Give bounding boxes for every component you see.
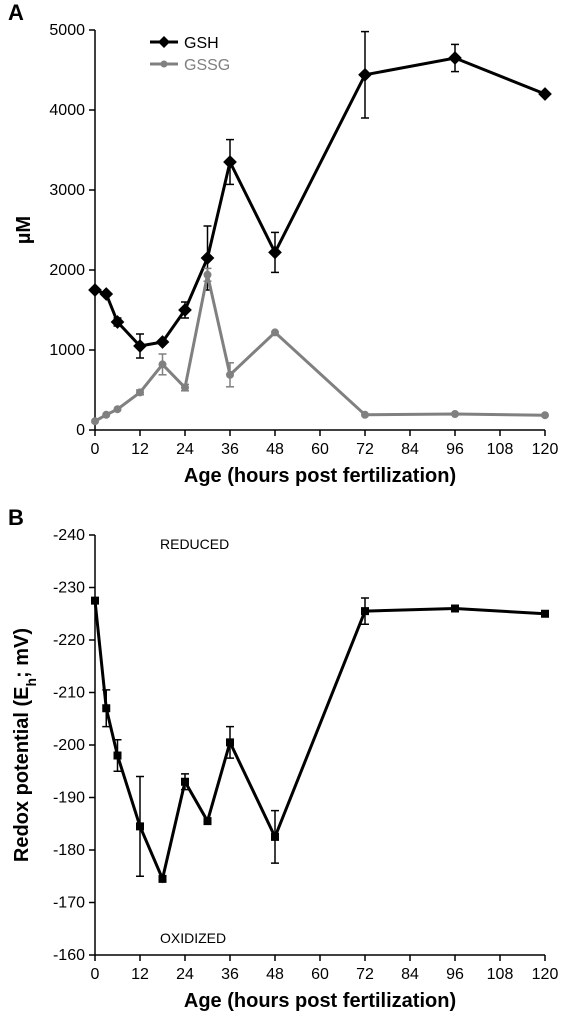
svg-text:-240: -240 (53, 527, 85, 544)
panel-b-chart: -240 -230 -220 -210 -200 -190 -180 -170 -160 0 12 2… (0, 515, 565, 1025)
svg-text:60: 60 (311, 441, 329, 458)
svg-text:GSSG: GSSG (184, 57, 230, 74)
svg-text:2000: 2000 (49, 262, 85, 279)
svg-text:-190: -190 (53, 790, 85, 807)
svg-text:84: 84 (401, 966, 419, 983)
svg-text:108: 108 (487, 441, 514, 458)
svg-text:4000: 4000 (49, 102, 85, 119)
svg-text:24: 24 (176, 966, 194, 983)
svg-text:µM: µM (13, 216, 35, 244)
svg-text:Age (hours post fertilization): Age (hours post fertilization) (184, 465, 456, 487)
svg-text:120: 120 (532, 441, 559, 458)
svg-text:GSH: GSH (184, 35, 219, 52)
svg-text:12: 12 (131, 441, 149, 458)
svg-text:0: 0 (91, 966, 100, 983)
svg-text:Age (hours post fertilization): Age (hours post fertilization) (184, 990, 456, 1012)
svg-text:108: 108 (487, 966, 514, 983)
svg-text:36: 36 (221, 441, 239, 458)
svg-text:-160: -160 (53, 947, 85, 964)
panel-a-chart: 0 1000 2000 3000 4000 5000 0 12 24 36 48 60 72 84 96 10… (0, 10, 565, 500)
svg-text:-170: -170 (53, 895, 85, 912)
svg-text:120: 120 (532, 966, 559, 983)
svg-text:-200: -200 (53, 737, 85, 754)
svg-text:60: 60 (311, 966, 329, 983)
svg-text:5000: 5000 (49, 22, 85, 39)
svg-text:-220: -220 (53, 632, 85, 649)
svg-text:36: 36 (221, 966, 239, 983)
svg-text:3000: 3000 (49, 182, 85, 199)
svg-text:96: 96 (446, 441, 464, 458)
svg-text:48: 48 (266, 441, 284, 458)
svg-text:Redox potential (Eh; mV): Redox potential (Eh; mV) (11, 628, 39, 862)
svg-text:72: 72 (356, 966, 374, 983)
svg-text:84: 84 (401, 441, 419, 458)
svg-text:OXIDIZED: OXIDIZED (160, 930, 226, 946)
svg-text:-210: -210 (53, 685, 85, 702)
svg-text:96: 96 (446, 966, 464, 983)
svg-text:72: 72 (356, 441, 374, 458)
figure-page: A 01000200030004000500001224364860728496… (0, 0, 565, 1026)
svg-text:1000: 1000 (49, 342, 85, 359)
svg-text:24: 24 (176, 441, 194, 458)
svg-text:REDUCED: REDUCED (160, 536, 229, 552)
svg-text:48: 48 (266, 966, 284, 983)
svg-text:0: 0 (76, 422, 85, 439)
svg-text:-230: -230 (53, 580, 85, 597)
svg-text:0: 0 (91, 441, 100, 458)
svg-text:12: 12 (131, 966, 149, 983)
svg-text:-180: -180 (53, 842, 85, 859)
